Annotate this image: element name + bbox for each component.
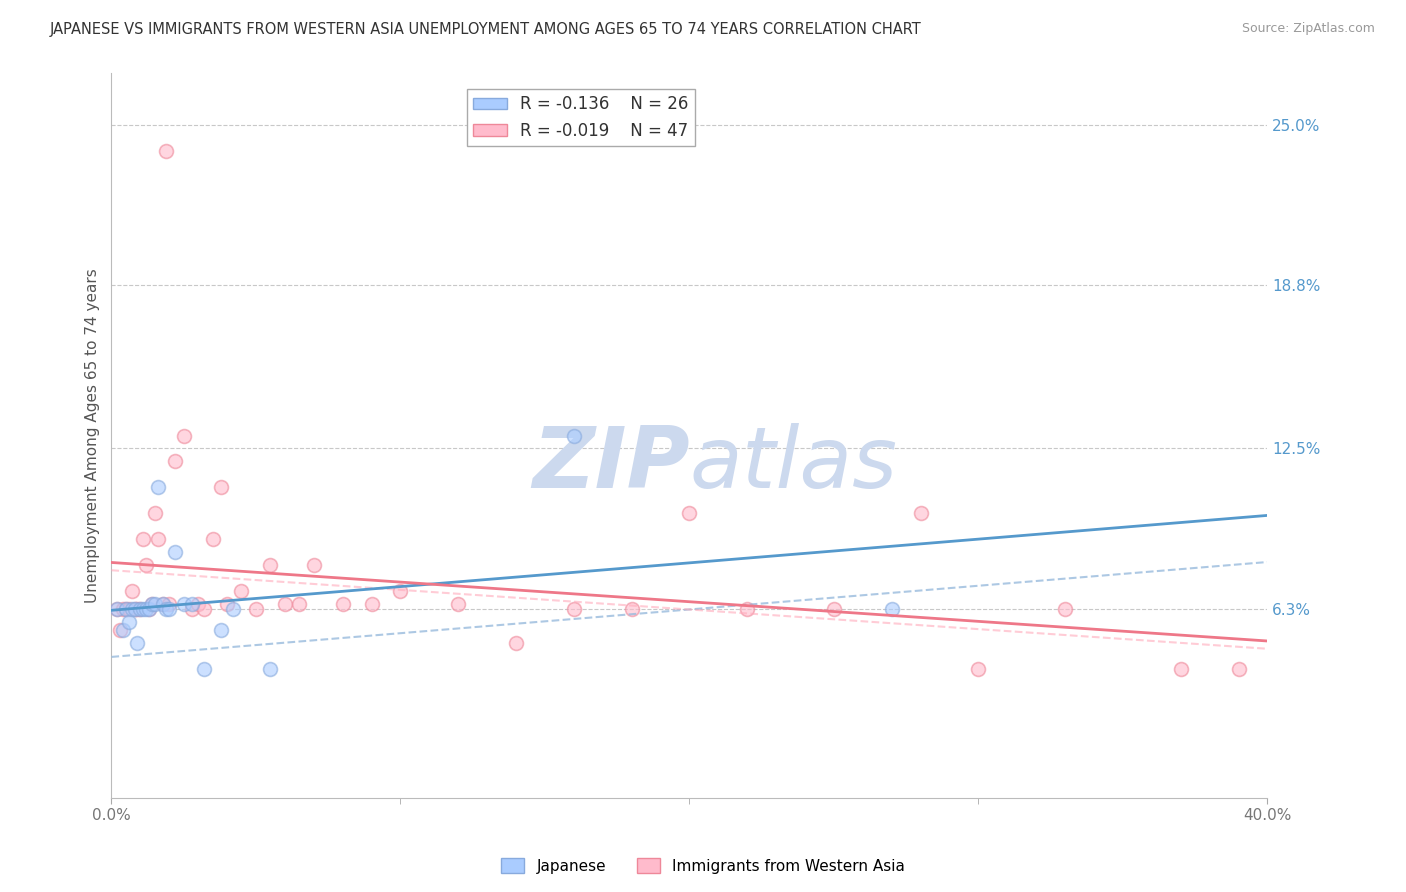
Point xyxy=(163,545,186,559)
Point xyxy=(823,602,845,616)
Point xyxy=(187,597,209,611)
Point xyxy=(288,597,311,611)
Point xyxy=(141,597,163,611)
Point xyxy=(678,506,700,520)
Point xyxy=(143,506,166,520)
Point xyxy=(146,480,169,494)
Point xyxy=(910,506,932,520)
Point xyxy=(173,428,195,442)
Point xyxy=(118,615,141,629)
Point xyxy=(115,602,138,616)
Point xyxy=(155,602,177,616)
Point xyxy=(259,558,281,572)
Point xyxy=(143,597,166,611)
Point xyxy=(215,597,238,611)
Point xyxy=(193,602,215,616)
Point xyxy=(108,623,131,637)
Point xyxy=(880,602,903,616)
Point xyxy=(562,602,585,616)
Point xyxy=(274,597,297,611)
Point xyxy=(201,532,224,546)
Point xyxy=(157,602,180,616)
Point xyxy=(124,602,146,616)
Point xyxy=(111,602,134,616)
Point xyxy=(155,144,177,158)
Point xyxy=(173,597,195,611)
Point xyxy=(138,602,160,616)
Point xyxy=(132,532,155,546)
Point xyxy=(332,597,354,611)
Point xyxy=(121,583,143,598)
Point xyxy=(135,558,157,572)
Point xyxy=(127,636,149,650)
Point xyxy=(118,602,141,616)
Point xyxy=(505,636,527,650)
Point xyxy=(302,558,325,572)
Point xyxy=(231,583,253,598)
Point xyxy=(259,662,281,676)
Point xyxy=(967,662,990,676)
Point xyxy=(135,602,157,616)
Point xyxy=(222,602,245,616)
Point xyxy=(146,532,169,546)
Point xyxy=(163,454,186,468)
Point xyxy=(141,597,163,611)
Text: JAPANESE VS IMMIGRANTS FROM WESTERN ASIA UNEMPLOYMENT AMONG AGES 65 TO 74 YEARS : JAPANESE VS IMMIGRANTS FROM WESTERN ASIA… xyxy=(49,22,921,37)
Y-axis label: Unemployment Among Ages 65 to 74 years: Unemployment Among Ages 65 to 74 years xyxy=(86,268,100,603)
Point xyxy=(157,597,180,611)
Point xyxy=(1170,662,1192,676)
Point xyxy=(121,602,143,616)
Point xyxy=(735,602,758,616)
Point xyxy=(127,602,149,616)
Point xyxy=(124,602,146,616)
Point xyxy=(360,597,382,611)
Point xyxy=(111,623,134,637)
Point xyxy=(138,602,160,616)
Point xyxy=(620,602,643,616)
Point xyxy=(209,623,232,637)
Legend: R = -0.136    N = 26, R = -0.019    N = 47: R = -0.136 N = 26, R = -0.019 N = 47 xyxy=(467,88,695,146)
Point xyxy=(152,597,174,611)
Point xyxy=(129,602,152,616)
Point xyxy=(209,480,232,494)
Legend: Japanese, Immigrants from Western Asia: Japanese, Immigrants from Western Asia xyxy=(495,852,911,880)
Point xyxy=(1227,662,1250,676)
Point xyxy=(389,583,412,598)
Point xyxy=(193,662,215,676)
Point xyxy=(115,602,138,616)
Text: atlas: atlas xyxy=(689,423,897,506)
Point xyxy=(105,602,128,616)
Point xyxy=(447,597,470,611)
Point xyxy=(181,597,204,611)
Point xyxy=(132,602,155,616)
Text: ZIP: ZIP xyxy=(531,423,689,506)
Point xyxy=(562,428,585,442)
Point xyxy=(245,602,267,616)
Point xyxy=(105,602,128,616)
Point xyxy=(181,602,204,616)
Text: Source: ZipAtlas.com: Source: ZipAtlas.com xyxy=(1241,22,1375,36)
Point xyxy=(1054,602,1077,616)
Point xyxy=(129,602,152,616)
Point xyxy=(152,597,174,611)
